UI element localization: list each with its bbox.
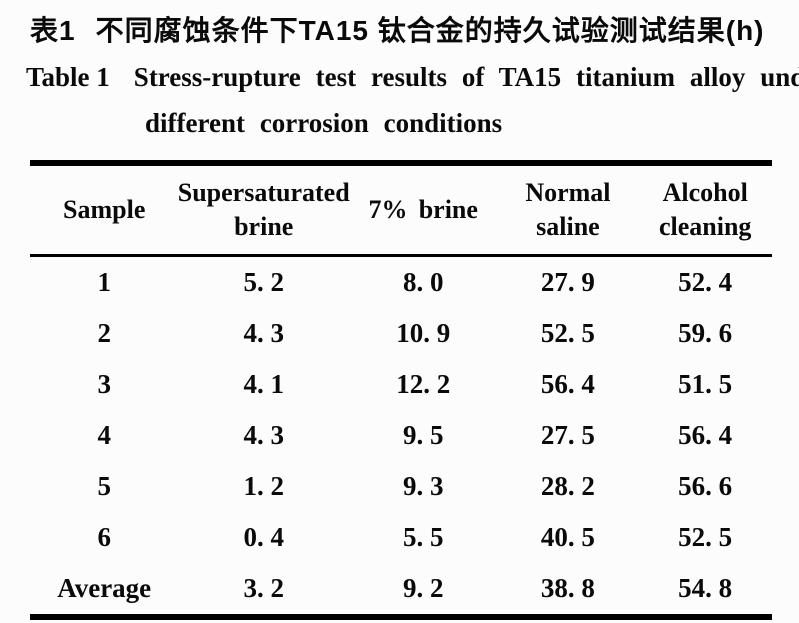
- table-bottom-rule: [30, 614, 772, 620]
- table-row: 4 4. 3 9. 5 27. 5 56. 4: [30, 410, 772, 461]
- value-cell: 1. 2: [243, 471, 284, 501]
- value-cell: 5. 2: [243, 267, 284, 297]
- header-normal-saline: Normal saline: [497, 176, 638, 245]
- value-cell: 56. 6: [678, 471, 733, 501]
- sample-cell: 2: [97, 318, 111, 348]
- table-top-rule: [30, 160, 772, 166]
- results-table: Sample Supersaturated brine 7% brine Nor…: [30, 160, 772, 620]
- value-cell: 38. 8: [540, 573, 595, 603]
- header-sample: Sample: [30, 193, 178, 227]
- table-header-rule: [30, 254, 772, 257]
- value-cell: 52. 5: [678, 522, 733, 552]
- header-line: cleaning: [658, 212, 752, 241]
- table-body: 1 5. 2 8. 0 27. 9 52. 4 2 4. 3 10. 9 52.…: [30, 257, 772, 614]
- header-line: Supersaturated: [177, 177, 350, 207]
- table-row-average: Average 3. 2 9. 2 38. 8 54. 8: [30, 563, 772, 614]
- table-caption-en-label: Table 1: [26, 62, 110, 92]
- sample-cell: 4: [97, 420, 111, 450]
- table-caption-en-line2: different corrosion conditions: [145, 108, 503, 138]
- value-cell: 3. 2: [243, 573, 284, 603]
- table-row: 6 0. 4 5. 5 40. 5 52. 5: [30, 512, 772, 563]
- sample-cell: 1: [97, 267, 111, 297]
- header-supersaturated-brine: Supersaturated brine: [177, 176, 350, 245]
- value-cell: 54. 8: [678, 573, 733, 603]
- value-cell: 40. 5: [540, 522, 595, 552]
- header-alcohol-cleaning: Alcohol cleaning: [638, 176, 772, 245]
- value-cell: 28. 2: [540, 471, 595, 501]
- sample-cell: 6: [97, 522, 111, 552]
- header-line: Sample: [63, 194, 146, 224]
- header-line: Normal: [525, 177, 611, 207]
- value-cell: 12. 2: [396, 369, 451, 399]
- value-cell: 27. 9: [540, 267, 595, 297]
- header-line: saline: [536, 212, 600, 241]
- value-cell: 52. 5: [540, 318, 595, 348]
- value-cell: 8. 0: [402, 267, 444, 297]
- header-line: Alcohol: [662, 177, 748, 207]
- sample-cell: Average: [57, 573, 152, 603]
- value-cell: 10. 9: [396, 318, 451, 348]
- value-cell: 59. 6: [678, 318, 733, 348]
- value-cell: 9. 5: [402, 420, 444, 450]
- value-cell: 9. 3: [402, 471, 444, 501]
- table-row: 3 4. 1 12. 2 56. 4 51. 5: [30, 359, 772, 410]
- value-cell: 56. 4: [678, 420, 733, 450]
- value-cell: 5. 5: [402, 522, 444, 552]
- value-cell: 51. 5: [678, 369, 733, 399]
- value-cell: 9. 2: [402, 573, 444, 603]
- header-7pct-brine: 7% brine: [349, 193, 497, 227]
- table-caption-en-text: Stress-rupture test results of TA15 tita…: [133, 62, 799, 92]
- table-caption-zh-label: 表1: [30, 15, 76, 46]
- value-cell: 4. 3: [243, 318, 284, 348]
- value-cell: 0. 4: [243, 522, 284, 552]
- sample-cell: 3: [97, 369, 111, 399]
- table-caption-zh: 表1 不同腐蚀条件下TA15 钛合金的持久试验测试结果(h): [0, 0, 799, 49]
- table-caption-zh-text: 不同腐蚀条件下TA15 钛合金的持久试验测试结果(h): [95, 15, 765, 46]
- table-row: 5 1. 2 9. 3 28. 2 56. 6: [30, 461, 772, 512]
- value-cell: 27. 5: [540, 420, 595, 450]
- value-cell: 52. 4: [678, 267, 733, 297]
- table-caption-en-line1: Table 1 Stress-rupture test results of T…: [0, 49, 799, 93]
- value-cell: 4. 3: [243, 420, 284, 450]
- table-header-row: Sample Supersaturated brine 7% brine Nor…: [30, 166, 772, 254]
- header-line: brine: [234, 212, 294, 241]
- header-line: 7% brine: [368, 194, 478, 224]
- table-row: 2 4. 3 10. 9 52. 5 59. 6: [30, 308, 772, 359]
- value-cell: 56. 4: [540, 369, 595, 399]
- table-row: 1 5. 2 8. 0 27. 9 52. 4: [30, 257, 772, 308]
- value-cell: 4. 1: [243, 369, 284, 399]
- sample-cell: 5: [97, 471, 111, 501]
